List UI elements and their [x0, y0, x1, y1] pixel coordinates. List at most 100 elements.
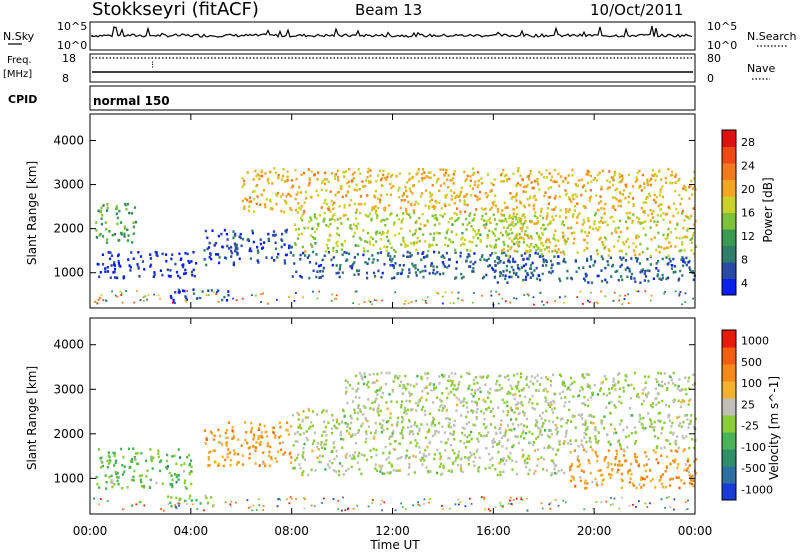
heatmap-cell: [649, 194, 652, 198]
heatmap-cell: [509, 228, 512, 231]
heatmap-cell: [596, 208, 599, 212]
heatmap-cell: [643, 272, 646, 276]
heatmap-cell: [484, 212, 487, 216]
heatmap-cell: [513, 242, 516, 246]
heatmap-cell: [646, 393, 649, 396]
heatmap-cell: [558, 443, 561, 446]
heatmap-cell: [624, 435, 627, 439]
heatmap-cell: [378, 169, 381, 173]
heatmap-cell: [489, 509, 492, 512]
heatmap-cell: [116, 479, 119, 483]
heatmap-cell: [331, 214, 334, 217]
heatmap-cell: [418, 227, 421, 231]
heatmap-cell: [619, 219, 622, 223]
colorbar-tick-label: -1000: [741, 483, 773, 496]
heatmap-cell: [618, 372, 621, 375]
heatmap-cell: [409, 430, 412, 433]
heatmap-cell: [622, 386, 625, 390]
heatmap-cell: [669, 431, 672, 434]
heatmap-cell: [342, 438, 345, 441]
heatmap-cell: [415, 444, 418, 448]
heatmap-cell: [289, 251, 292, 254]
heatmap-cell: [560, 425, 563, 428]
heatmap-cell: [543, 446, 546, 450]
heatmap-cell: [634, 253, 637, 257]
heatmap-cell: [276, 298, 278, 301]
heatmap-cell: [333, 201, 336, 205]
heatmap-cell: [669, 462, 672, 466]
heatmap-cell: [647, 214, 650, 217]
heatmap-cell: [540, 241, 543, 245]
heatmap-cell: [267, 181, 270, 185]
heatmap-cell: [511, 445, 514, 449]
heatmap-cell: [636, 394, 639, 398]
heatmap-cell: [528, 400, 531, 404]
heatmap-cell: [271, 207, 274, 211]
heatmap-cell: [419, 227, 422, 231]
heatmap-cell: [586, 426, 589, 429]
heatmap-cell: [658, 170, 661, 173]
heatmap-cell: [566, 387, 569, 391]
heatmap-cell: [122, 473, 125, 476]
heatmap-cell: [319, 270, 322, 273]
heatmap-cell: [255, 509, 258, 511]
heatmap-cell: [568, 400, 571, 404]
heatmap-cell: [635, 486, 638, 490]
heatmap-cell: [484, 207, 487, 211]
nsky-right-tick-bottom: 10^0: [707, 39, 737, 52]
heatmap-cell: [614, 229, 617, 233]
heatmap-cell: [545, 399, 548, 402]
heatmap-cell: [177, 474, 180, 477]
heatmap-cell: [336, 218, 339, 221]
heatmap-cell: [294, 458, 297, 462]
heatmap-cell: [285, 194, 288, 198]
heatmap-cell: [681, 243, 684, 246]
heatmap-cell: [649, 479, 652, 483]
heatmap-cell: [115, 212, 118, 216]
heatmap-cell: [417, 168, 420, 171]
heatmap-cell: [601, 241, 604, 244]
heatmap-cell: [576, 184, 579, 188]
heatmap-cell: [565, 211, 568, 214]
heatmap-cell: [534, 424, 537, 427]
heatmap-cell: [248, 452, 251, 456]
colorbar-tick-label: 20: [741, 183, 755, 196]
heatmap-cell: [186, 252, 189, 256]
heatmap-cell: [424, 204, 427, 207]
heatmap-cell: [95, 236, 98, 239]
heatmap-cell: [405, 412, 408, 416]
heatmap-cell: [129, 460, 132, 463]
heatmap-cell: [274, 434, 277, 438]
freq-label: Freq.: [7, 55, 32, 66]
heatmap-cell: [545, 169, 548, 172]
heatmap-cell: [460, 237, 463, 241]
heatmap-cell: [421, 298, 424, 301]
heatmap-cell: [350, 421, 353, 425]
heatmap-cell: [385, 371, 388, 375]
heatmap-cell: [178, 456, 182, 459]
heatmap-cell: [447, 174, 450, 177]
heatmap-cell: [217, 301, 220, 303]
heatmap-cell: [286, 179, 289, 182]
heatmap-cell: [617, 439, 620, 442]
heatmap-cell: [591, 227, 595, 231]
heatmap-cell: [548, 240, 551, 244]
heatmap-cell: [529, 267, 532, 270]
heatmap-cell: [491, 230, 494, 233]
heatmap-cell: [337, 179, 340, 182]
heatmap-cell: [398, 456, 401, 460]
heatmap-cell: [303, 201, 306, 204]
heatmap-cell: [579, 414, 582, 418]
heatmap-cell: [669, 181, 672, 185]
heatmap-cell: [285, 498, 288, 501]
heatmap-cell: [568, 408, 571, 412]
heatmap-cell: [444, 204, 447, 208]
heatmap-cell: [241, 454, 244, 457]
heatmap-cell: [548, 270, 551, 274]
heatmap-cell: [441, 215, 444, 218]
heatmap-cell: [642, 227, 645, 230]
heatmap-cell: [661, 427, 664, 431]
heatmap-cell: [429, 232, 432, 236]
heatmap-cell: [674, 290, 677, 293]
heatmap-cell: [318, 454, 321, 458]
